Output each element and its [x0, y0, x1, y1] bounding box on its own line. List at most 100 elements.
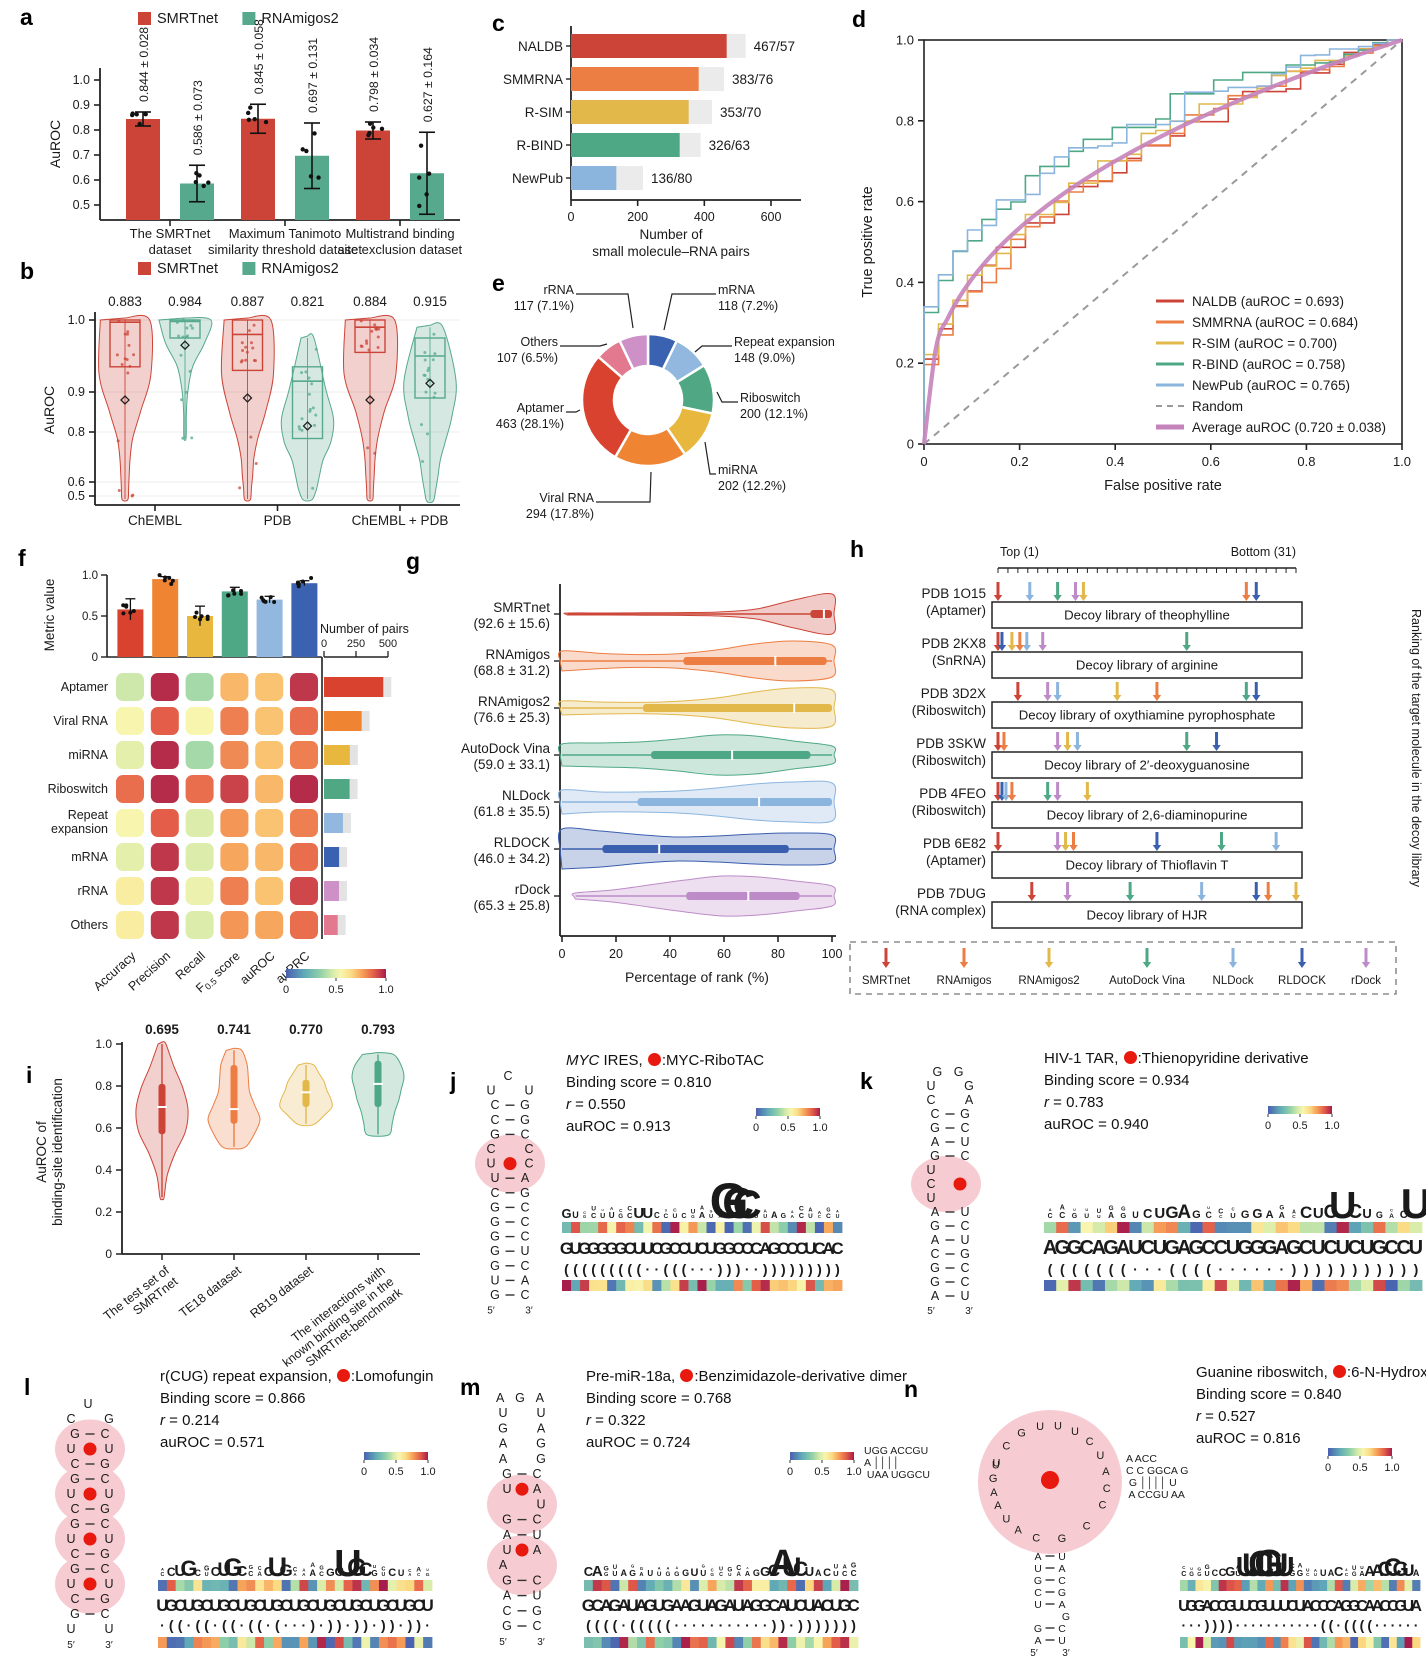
pdb-label: PDB 1O15 [921, 586, 986, 601]
sequence-letter: U [236, 1596, 248, 1615]
violin-sub-label: (76.6 ± 25.3) [474, 710, 550, 725]
svg-text:A: A [499, 1452, 508, 1466]
heat-strip-cell [1202, 1222, 1216, 1233]
legend-swatch [138, 12, 151, 25]
sequence-letter: A [777, 1596, 789, 1615]
svg-text:C: C [524, 1142, 533, 1156]
structure-title-m: Pre-miR-18a, :Benzimidazole-derivative d… [586, 1368, 907, 1451]
bracket-char: · [754, 1261, 759, 1277]
svg-text:U: U [719, 1567, 723, 1573]
bracket-char: ) [328, 1617, 333, 1633]
x-tick-label: ChEMBL [128, 513, 183, 528]
logo-letter: C [334, 1564, 344, 1579]
heat-strip-cell [1068, 1222, 1081, 1233]
sequence-letter: C [1348, 1237, 1362, 1259]
svg-text:G: G [249, 1565, 254, 1571]
heat-strip-cell [751, 1280, 762, 1291]
svg-text:U: U [1306, 1567, 1310, 1573]
bracket-char: · [1375, 1617, 1380, 1633]
heat-strip-cell [1104, 1280, 1118, 1291]
slice-label: Riboswitch [740, 391, 800, 405]
heat-strip-cell [1044, 1280, 1057, 1291]
heat-strip-cell [670, 1222, 680, 1233]
logo-letter: C [584, 1564, 594, 1579]
svg-text:U: U [104, 1622, 113, 1636]
heat-strip-cell [625, 1222, 635, 1233]
svg-text:G: G [1062, 1611, 1070, 1623]
heat-strip-cell [1336, 1280, 1350, 1291]
svg-text:A: A [533, 1482, 542, 1496]
svg-text:U: U [83, 1397, 96, 1411]
svg-text:C: C [851, 1568, 857, 1578]
svg-text:U: U [960, 1135, 969, 1149]
legend-label: RNAmigos [937, 975, 992, 987]
svg-text:G: G [498, 1421, 508, 1435]
heat-strip-cell [822, 1637, 832, 1648]
ring-letter: U [1096, 1450, 1104, 1462]
ring-letter: U [1071, 1426, 1079, 1438]
bar [356, 130, 390, 220]
pdb-kind: (SnRNA) [932, 653, 986, 668]
svg-text:G: G [536, 1437, 546, 1451]
heat-strip-cell [584, 1580, 594, 1591]
heat-strip-cell [352, 1637, 362, 1648]
roc-curve [923, 39, 1402, 444]
svg-text:G: G [490, 1288, 500, 1302]
logo-letter: A [621, 1568, 628, 1578]
heatmap-cell [220, 911, 249, 939]
heatmap-cell [255, 775, 284, 803]
heatmap-cell [220, 809, 249, 837]
svg-text:A: A [808, 1208, 812, 1214]
logo-letter: A [815, 1568, 822, 1578]
heat-strip-cell [1165, 1280, 1179, 1291]
logo-letter: U [217, 1560, 231, 1581]
svg-text:G: G [1034, 1575, 1042, 1587]
heat-strip-cell [423, 1580, 433, 1591]
heat-strip-cell [823, 1222, 834, 1233]
logo-letter: C [167, 1565, 176, 1579]
heat-strip-cell [378, 1637, 389, 1648]
heat-strip-cell [1311, 1580, 1320, 1591]
heat-strip-cell [584, 1637, 594, 1648]
sequence-letter: U [1403, 1598, 1415, 1615]
svg-text:A: A [416, 1567, 421, 1574]
svg-text:0: 0 [283, 984, 289, 996]
bracket-char: ) [381, 1617, 386, 1633]
heat-strip-cell [742, 1280, 753, 1291]
bar-chart-auroc: SMRTnet RNAmigos2 0.5 0.6 0.7 0.8 0.9 1.0 AuROC 0… [47, 11, 463, 257]
heat-strip-cell [637, 1580, 647, 1591]
svg-text:0: 0 [568, 210, 575, 224]
heat-strip-cell [175, 1637, 185, 1648]
heatmap-cell [220, 775, 249, 803]
heat-strip-cell [598, 1280, 608, 1291]
logo-letter: G [1241, 1209, 1250, 1221]
sequence-letter: C [795, 1239, 807, 1258]
svg-text:U: U [532, 1589, 541, 1603]
svg-text:A: A [700, 1205, 704, 1211]
heat-strip-cell [733, 1280, 744, 1291]
bracket-char: · [293, 1617, 298, 1633]
svg-text:C: C [161, 1572, 165, 1578]
bracket-char: ( [666, 1617, 671, 1633]
svg-text:G: G [1205, 1564, 1210, 1571]
svg-text:C: C [799, 1211, 805, 1220]
svg-text:C: C [520, 1127, 529, 1141]
svg-text:C: C [1290, 1563, 1295, 1570]
sequence-letter: U [1178, 1598, 1190, 1615]
svg-text:G: G [520, 1113, 530, 1127]
svg-text:60: 60 [717, 947, 731, 961]
heat-strip-cell [290, 1580, 300, 1591]
heat-strip-cell [1287, 1280, 1301, 1291]
ring-letter: A [994, 1500, 1002, 1512]
heat-strip-cell [237, 1637, 247, 1648]
bar-label: R-BIND [517, 138, 564, 153]
heat-strip-cell [1287, 1222, 1301, 1233]
svg-text:A: A [718, 1214, 722, 1219]
heat-strip-cell [562, 1280, 572, 1291]
sequence-letter: G [191, 1596, 204, 1615]
heatmap-cell [255, 741, 284, 769]
svg-text:G: G [702, 1564, 706, 1569]
bracket-char: · [1251, 1617, 1256, 1633]
ligand-dot-icon [1123, 1051, 1137, 1064]
